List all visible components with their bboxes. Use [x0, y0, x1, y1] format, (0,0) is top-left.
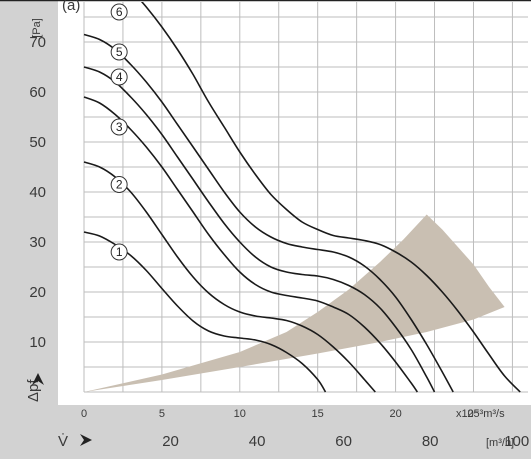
x-axis-label: V̇	[58, 433, 68, 450]
y-unit: [Pa]	[31, 18, 43, 38]
curve-5	[83, 33, 454, 393]
curve-3	[83, 96, 419, 393]
y-ticks: 10 20 30 40 50 60 70	[29, 34, 46, 351]
curve-label-5: 5	[116, 45, 123, 59]
curve-label-circle	[110, 68, 128, 86]
x-tick-label: 20	[389, 408, 401, 420]
y-tick-label: 20	[29, 284, 46, 301]
x-tick-label: 5	[159, 408, 165, 420]
y-tick-label: 30	[29, 234, 46, 251]
x-tick-label: 0	[81, 408, 87, 420]
curve-2	[83, 161, 376, 393]
curve-label-circle	[110, 43, 128, 61]
x-tick-label-secondary: 80	[422, 433, 439, 450]
curve-label-1: 1	[116, 245, 123, 259]
x-axis-band	[0, 405, 531, 459]
curve-label-6: 6	[116, 5, 123, 19]
y-axis-label: Δpf	[25, 379, 42, 402]
x-arrow-icon	[80, 434, 92, 446]
operating-region-area	[84, 214, 505, 392]
x-unit-primary: x10⁻³m³/s	[456, 408, 505, 420]
curves	[83, 2, 521, 393]
curve-label-circle	[110, 118, 128, 136]
curve-4	[83, 66, 436, 393]
y-tick-label: 50	[29, 134, 46, 151]
x-ticks: 0 5 10 15 20 25 20 40 60 80 100	[81, 408, 529, 450]
curve-label-2: 2	[116, 178, 123, 192]
x-tick-label-secondary: 40	[249, 433, 266, 450]
x-tick-label: 10	[234, 408, 246, 420]
x-tick-label: 25	[467, 408, 479, 420]
curve-label-3: 3	[116, 120, 123, 134]
panel-label: (a)	[62, 0, 80, 14]
y-axis-band	[0, 0, 58, 405]
curve-label-circle	[110, 176, 128, 193]
curve-label-4: 4	[116, 70, 123, 84]
curve-labels: 1 2 3 4 5 6	[110, 3, 128, 261]
x-unit-secondary: [m³/h]	[486, 437, 514, 449]
x-tick-label-secondary: 100	[504, 433, 529, 450]
x-tick-label: 15	[312, 408, 324, 420]
y-arrow-icon	[32, 373, 44, 385]
x-tick-label-secondary: 60	[335, 433, 352, 450]
y-tick-label: 70	[29, 34, 46, 51]
operating-region	[84, 214, 505, 392]
y-tick-label: 10	[29, 334, 46, 351]
curve-label-circle	[110, 243, 128, 261]
x-tick-label-secondary: 20	[162, 433, 179, 450]
y-tick-label: 60	[29, 84, 46, 101]
y-tick-label: 40	[29, 184, 46, 201]
curve-6	[140, 2, 521, 393]
curve-label-circle	[110, 3, 128, 21]
